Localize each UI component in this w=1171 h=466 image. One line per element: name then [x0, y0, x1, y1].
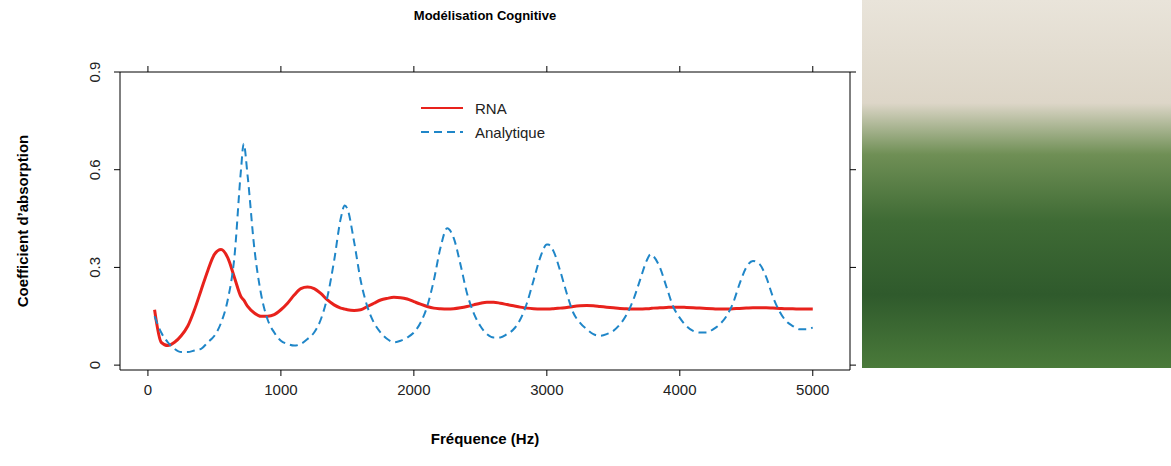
- svg-text:5000: 5000: [796, 381, 829, 398]
- html-text:Modélisation Cognitive: Modélisation Cognitive: [413, 8, 557, 23]
- svg-text:0.3: 0.3: [86, 257, 103, 278]
- svg-text:0.6: 0.6: [86, 159, 103, 180]
- svg-text:0.9: 0.9: [86, 62, 103, 83]
- svg-text:1000: 1000: [264, 381, 297, 398]
- svg-text:0: 0: [144, 381, 152, 398]
- html-text:Coefficient d’absorption: Coefficient d’absorption: [14, 134, 31, 308]
- html-text:Analytique: Analytique: [475, 123, 546, 141]
- svg-text:4000: 4000: [663, 381, 696, 398]
- html-text:Fréquence (Hz): Fréquence (Hz): [430, 430, 540, 447]
- svg-text:3000: 3000: [530, 381, 563, 398]
- html-text:RNA: RNA: [475, 99, 507, 117]
- svg-text:2000: 2000: [397, 381, 430, 398]
- svg-text:0: 0: [86, 361, 103, 369]
